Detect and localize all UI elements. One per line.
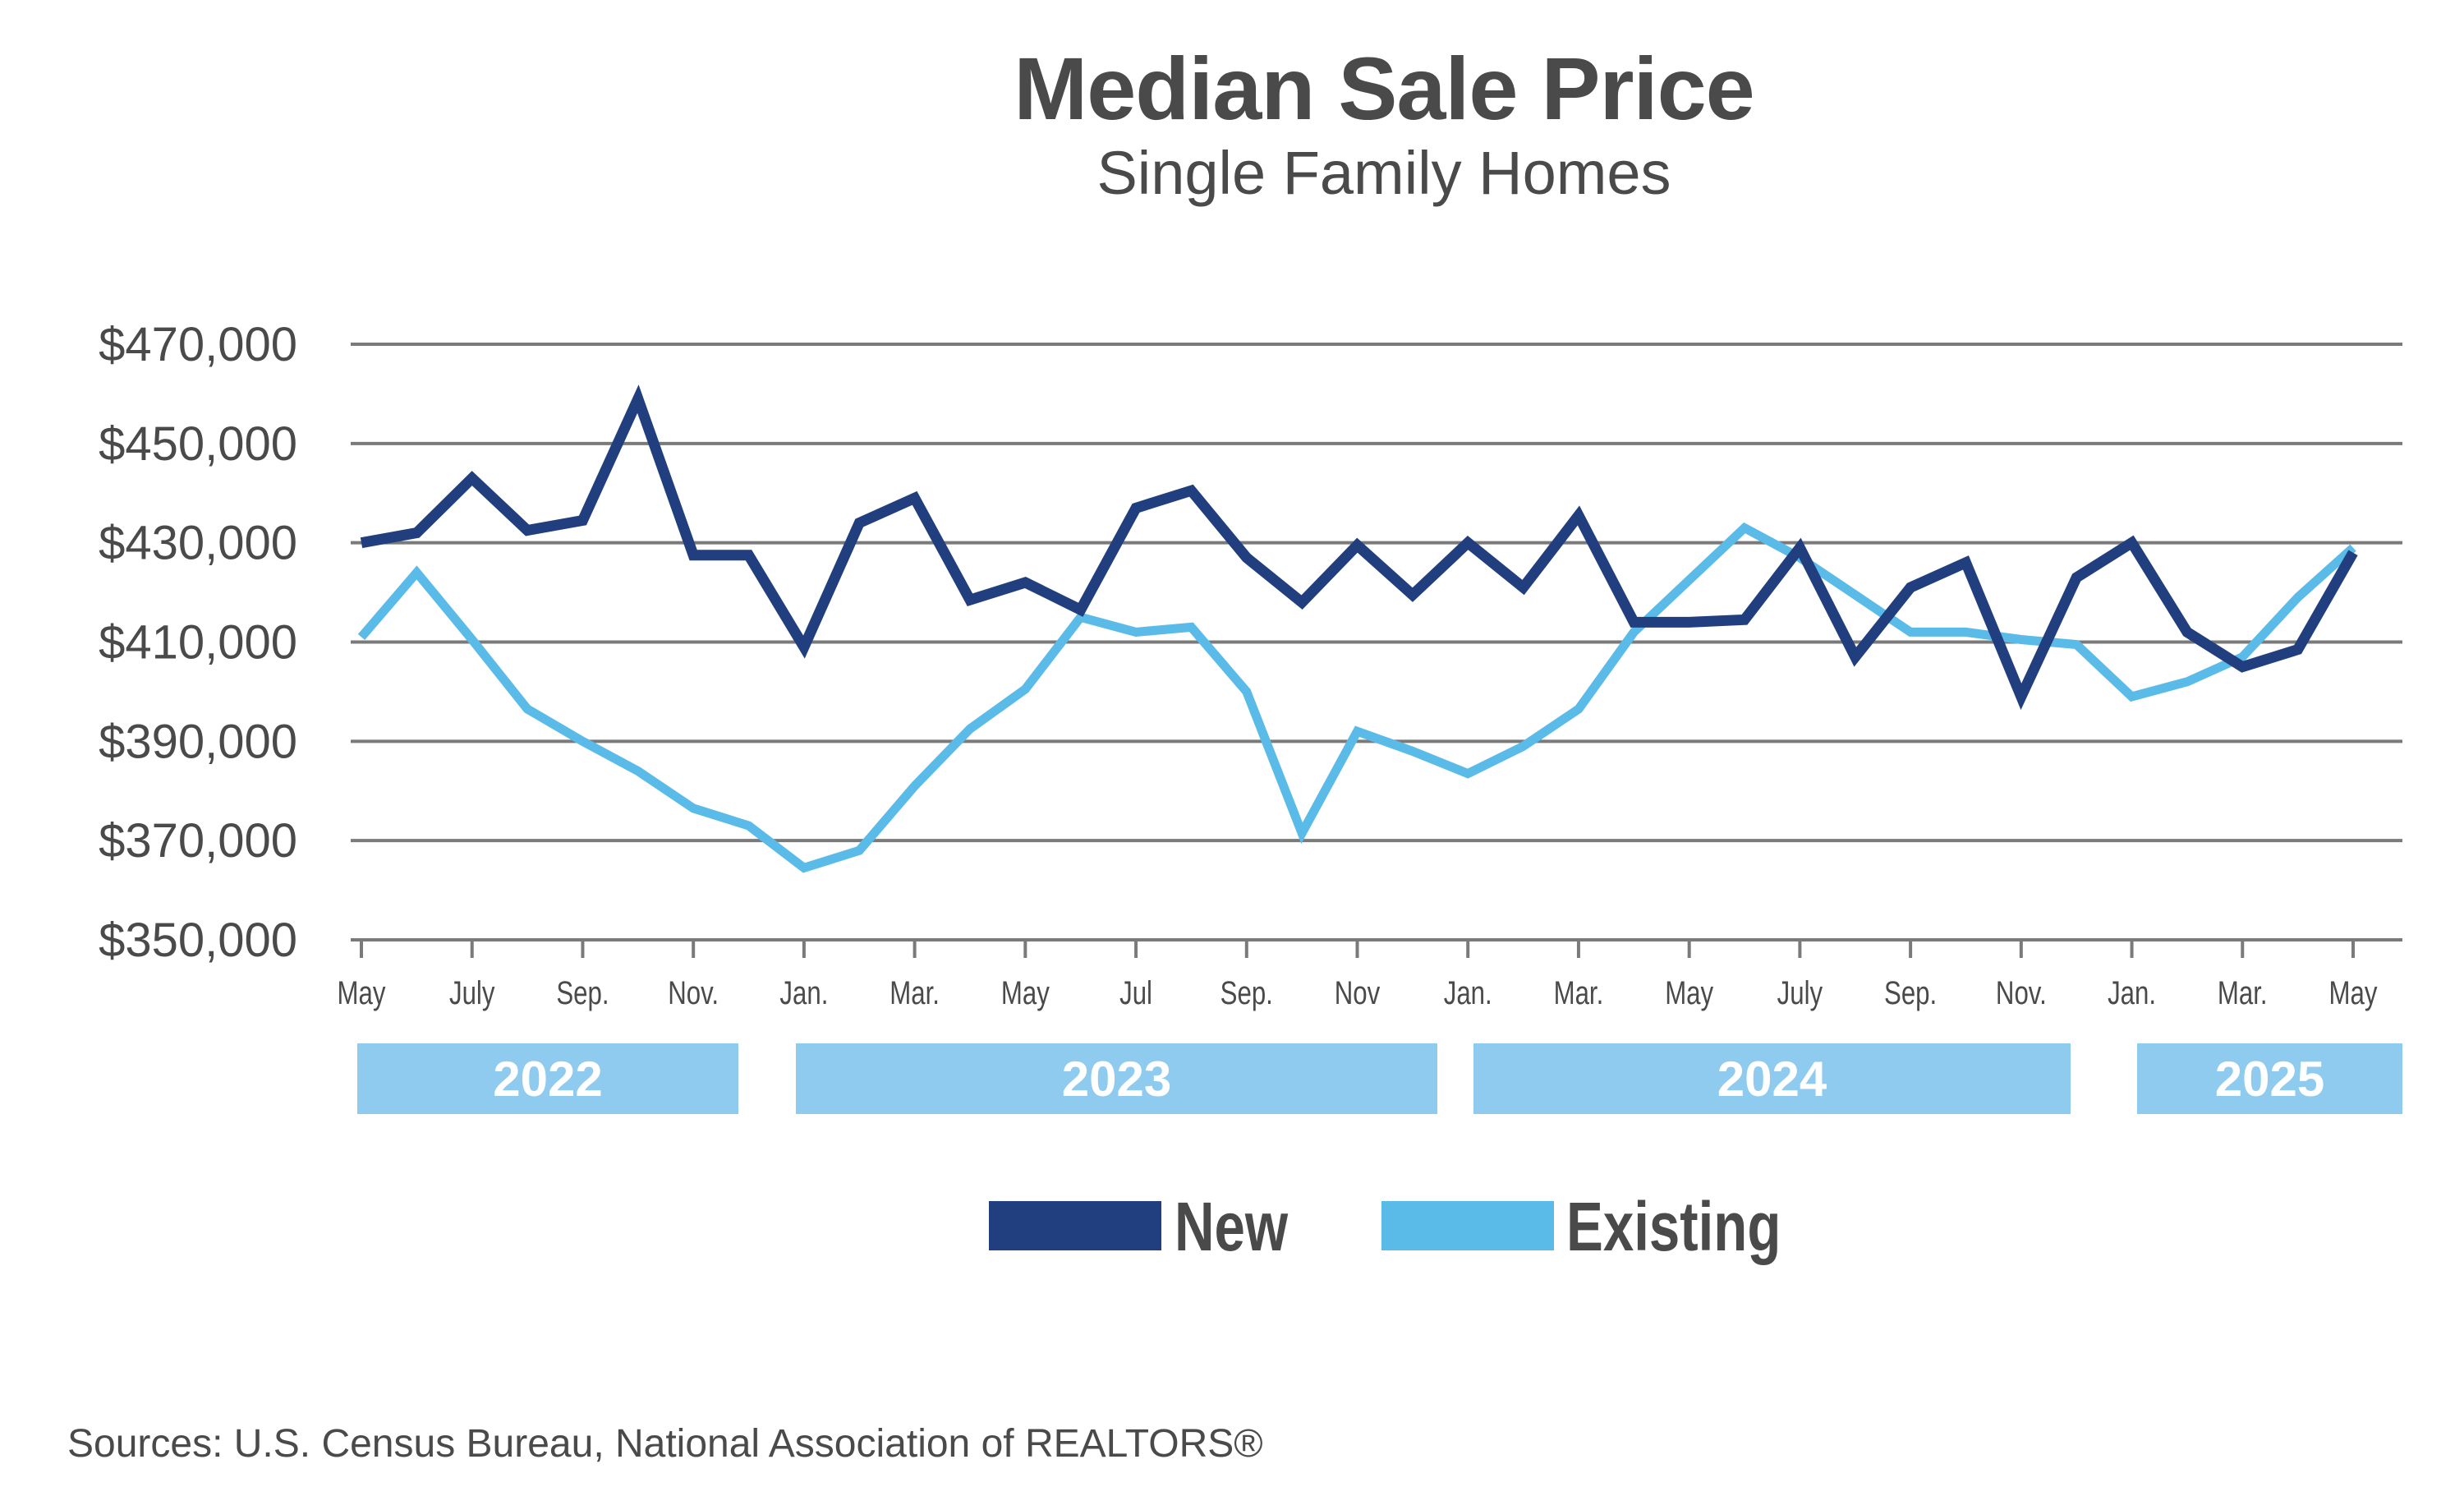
line-chart: $350,000 $370,000 $390,000 $410,000 $430,000…: [99, 318, 2402, 1011]
chart-subtitle: Single Family Homes: [1096, 139, 1671, 207]
y-tick-label: $450,000: [99, 417, 297, 471]
year-bar-2023: 2023: [796, 1043, 1437, 1114]
x-tick-label: July: [449, 974, 495, 1011]
x-tick-label: Sep.: [1221, 974, 1273, 1011]
x-tick-label: May: [338, 974, 386, 1011]
year-label: 2025: [2214, 1051, 2325, 1107]
y-tick-label: $410,000: [99, 616, 297, 670]
x-tick-label: Sep.: [1884, 974, 1937, 1011]
legend-swatch-new: [989, 1201, 1161, 1250]
y-tick-label: $390,000: [99, 715, 297, 768]
x-tick-label: Nov: [1335, 974, 1381, 1011]
x-tick-label: Nov.: [1996, 974, 2047, 1011]
x-tick-label: May: [1001, 974, 1050, 1011]
series-line-existing: [357, 522, 2356, 873]
x-tick-label: Nov.: [668, 974, 719, 1011]
y-tick-label: $370,000: [99, 814, 297, 868]
year-bar-2025: 2025: [2137, 1043, 2402, 1114]
year-label: 2024: [1717, 1051, 1827, 1107]
x-tick-label: Jan.: [779, 974, 828, 1011]
y-tick-label: $470,000: [99, 318, 297, 371]
x-tick-label: May: [1665, 974, 1713, 1011]
x-tick-label: Mar.: [1554, 974, 1604, 1011]
x-tick-label: Jul: [1119, 974, 1152, 1011]
x-tick-label: Sep.: [556, 974, 609, 1011]
x-tick-label: Jan.: [2108, 974, 2156, 1011]
year-bar-2024: 2024: [1473, 1043, 2071, 1114]
x-tick-label: Jan.: [1444, 974, 1492, 1011]
legend-label-existing: Existing: [1566, 1188, 1781, 1265]
source-note: Sources: U.S. Census Bureau, National As…: [67, 1422, 1263, 1466]
x-tick-label: Mar.: [890, 974, 940, 1011]
x-tick-label: July: [1777, 974, 1823, 1011]
year-label: 2022: [493, 1051, 603, 1107]
x-tick-label: Mar.: [2218, 974, 2268, 1011]
y-tick-label: $350,000: [99, 914, 297, 967]
chart-title: Median Sale Price: [1014, 39, 1754, 138]
year-label: 2023: [1061, 1051, 1172, 1107]
legend-label-new: New: [1175, 1188, 1289, 1265]
year-bar-2022: 2022: [357, 1043, 738, 1114]
x-tick-label: May: [2329, 974, 2378, 1011]
y-tick-label: $430,000: [99, 517, 297, 570]
legend-swatch-existing: [1381, 1201, 1554, 1250]
